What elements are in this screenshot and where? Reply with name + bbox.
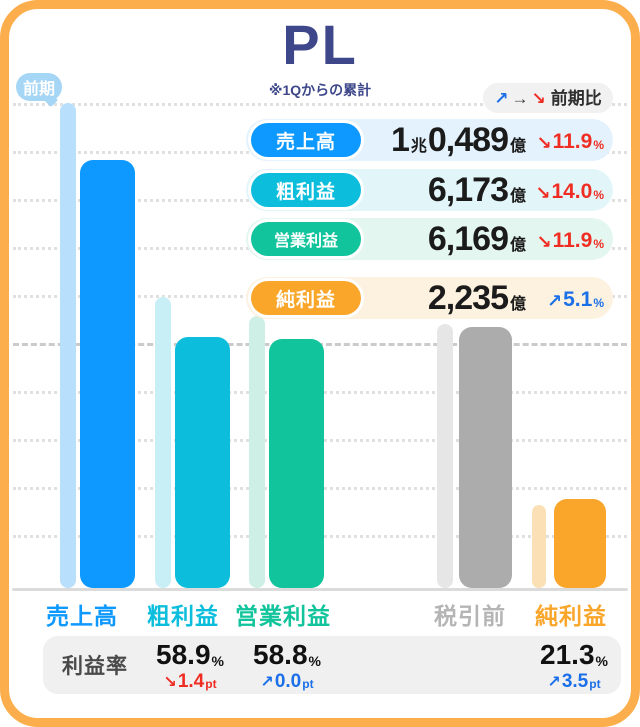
- bar-label-sales: 売上高: [46, 603, 118, 629]
- down-arrow-icon: ↘: [536, 232, 552, 252]
- kpi-value-part: 0,489: [427, 121, 509, 159]
- kpi-change-unit: %: [593, 237, 604, 251]
- profit-rate-col-0: 58.9% ↘ 1.4 pt: [156, 636, 224, 692]
- kpi-value-gross-profit: 6,173 億: [428, 173, 527, 207]
- kpi-value-net-profit: 2,235 億: [428, 281, 527, 315]
- kpi-change-value: 5.1: [563, 288, 593, 311]
- kpi-change-unit: %: [593, 188, 604, 202]
- profit-rate-box: 利益率 58.9% ↘ 1.4 pt 58.8% ↗ 0.0 pt 21.3% ↗ 3.5 pt: [43, 636, 621, 694]
- profit-rate-delta-number: 1.4: [177, 671, 205, 692]
- kpi-change-operating-profit: ↘ 11.9%: [537, 230, 604, 251]
- bar-previous-pretax: [437, 324, 453, 588]
- kpi-row-sales: 売上高 1 兆 0,489 億 ↘ 11.9%: [246, 119, 613, 161]
- profit-rate-delta: ↗ 3.5 pt: [540, 672, 608, 691]
- legend-arrows: ↗ → ↘: [494, 90, 546, 107]
- kpi-change-net-profit: ↗ 5.1%: [547, 289, 604, 310]
- kpi-value-part: 兆: [410, 138, 427, 155]
- bar-previous-operating-profit: [249, 316, 265, 588]
- yoy-legend: ↗ → ↘ 前期比: [483, 83, 613, 113]
- kpi-row-net-profit: 純利益 2,235 億 ↗ 5.1%: [246, 277, 613, 319]
- legend-label: 前期比: [550, 88, 602, 108]
- up-arrow-icon: ↗: [260, 674, 274, 691]
- bar-label-gross-profit: 粗利益: [147, 603, 219, 629]
- kpi-value-part: 6,169: [427, 220, 509, 258]
- kpi-row-gross-profit: 粗利益 6,173 億 ↘ 14.0%: [246, 169, 613, 211]
- bar-current-net-profit: [554, 499, 606, 588]
- up-arrow-icon: ↗: [547, 674, 561, 691]
- down-arrow-icon: ↘: [163, 674, 177, 691]
- profit-rate-number: 58.9: [156, 639, 211, 670]
- kpi-value-part: 2,235: [427, 279, 509, 317]
- profit-rate-number: 21.3: [540, 639, 595, 670]
- bar-label-operating-profit: 営業利益: [235, 603, 331, 629]
- kpi-change-value: 14.0: [551, 180, 593, 203]
- profit-rate-label: 利益率: [62, 655, 128, 678]
- profit-rate-delta-number: 3.5: [561, 671, 589, 692]
- bar-current-gross-profit: [175, 337, 230, 588]
- profit-rate-value: 58.9%: [156, 641, 224, 669]
- kpi-pill-operating-profit: 営業利益: [251, 222, 361, 256]
- page-title: PL: [282, 13, 358, 76]
- legend-up-arrow-icon: ↗: [494, 88, 509, 108]
- down-arrow-icon: ↘: [536, 133, 552, 153]
- bar-current-pretax: [459, 327, 512, 588]
- kpi-value-part: 1: [390, 121, 410, 159]
- previous-period-badge: 前期: [16, 73, 62, 108]
- bar-current-sales: [80, 160, 135, 588]
- kpi-pill-net-profit: 純利益: [251, 281, 361, 315]
- gridline-0: [13, 103, 627, 106]
- kpi-change-unit: %: [593, 296, 604, 310]
- profit-rate-delta-unit: pt: [302, 677, 314, 691]
- kpi-value-part: 億: [509, 296, 526, 313]
- profit-rate-unit: %: [211, 653, 224, 669]
- bar-current-operating-profit: [269, 339, 324, 588]
- profit-rate-value: 58.8%: [253, 641, 321, 669]
- kpi-value-part: 億: [509, 138, 526, 155]
- kpi-value-operating-profit: 6,169 億: [428, 222, 527, 256]
- legend-down-arrow-icon: ↘: [531, 88, 546, 108]
- bar-previous-net-profit: [532, 505, 546, 588]
- profit-rate-delta: ↗ 0.0 pt: [253, 672, 321, 691]
- kpi-value-part: 億: [509, 188, 526, 205]
- kpi-value-sales: 1 兆 0,489 億: [391, 123, 527, 157]
- profit-rate-unit: %: [308, 653, 321, 669]
- profit-rate-col-1: 58.8% ↗ 0.0 pt: [253, 636, 321, 692]
- up-arrow-icon: ↗: [547, 291, 563, 311]
- profit-rate-unit: %: [595, 653, 608, 669]
- kpi-change-value: 11.9: [552, 130, 593, 153]
- bar-label-pretax: 税引前: [434, 603, 506, 629]
- kpi-change-value: 11.9: [552, 229, 593, 252]
- kpi-value-part: 6,173: [427, 171, 509, 209]
- profit-rate-value: 21.3%: [540, 641, 608, 669]
- bar-label-net-profit: 純利益: [535, 603, 607, 629]
- kpi-change-unit: %: [593, 138, 604, 152]
- kpi-row-operating-profit: 営業利益 6,169 億 ↘ 11.9%: [246, 218, 613, 260]
- previous-period-badge-label: 前期: [22, 81, 55, 98]
- profit-rate-number: 58.8: [253, 639, 308, 670]
- kpi-value-part: 億: [509, 237, 526, 254]
- kpi-change-sales: ↘ 11.9%: [537, 131, 604, 152]
- profit-rate-delta: ↘ 1.4 pt: [156, 672, 224, 691]
- bar-previous-gross-profit: [155, 297, 171, 588]
- profit-rate-delta-unit: pt: [205, 677, 217, 691]
- chart-baseline: [12, 588, 628, 591]
- kpi-pill-gross-profit: 粗利益: [251, 173, 361, 207]
- bar-previous-sales: [60, 103, 76, 588]
- kpi-pill-sales: 売上高: [251, 123, 361, 157]
- profit-rate-delta-number: 0.0: [274, 671, 302, 692]
- kpi-change-gross-profit: ↘ 14.0%: [535, 181, 604, 202]
- profit-rate-col-2: 21.3% ↗ 3.5 pt: [540, 636, 608, 692]
- down-arrow-icon: ↘: [535, 183, 551, 203]
- page-subtitle: ※1Qからの累計: [268, 82, 372, 98]
- legend-flat-arrow-icon: →: [511, 88, 529, 108]
- profit-rate-delta-unit: pt: [589, 677, 601, 691]
